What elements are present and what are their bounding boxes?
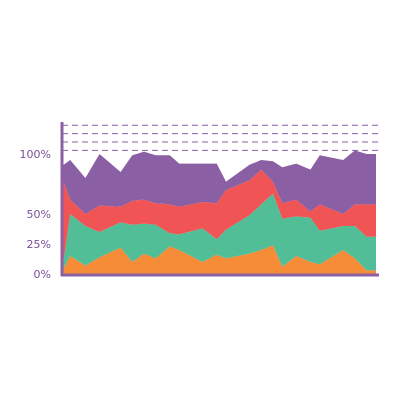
area-series <box>62 150 376 274</box>
area-series-1 <box>62 245 376 274</box>
area-series-2 <box>62 193 376 272</box>
y-tick-labels: 0% 25% 50% 100% <box>20 148 51 281</box>
y-tick-label-3: 100% <box>20 148 51 161</box>
y-tick-label-1: 25% <box>27 238 51 251</box>
area-series-3 <box>62 169 376 272</box>
gridlines <box>62 124 378 151</box>
y-tick-label-2: 50% <box>27 208 51 221</box>
area-series-4 <box>62 150 376 214</box>
y-tick-label-0: 0% <box>34 268 51 281</box>
axes <box>60 122 379 277</box>
